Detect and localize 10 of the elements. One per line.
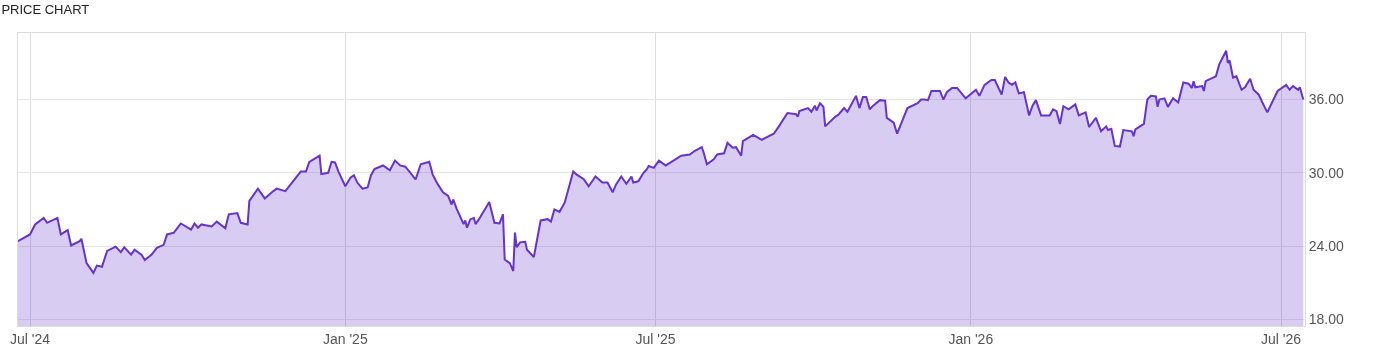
chart-title: PRICE CHART: [1, 2, 90, 18]
x-tick-label: Jul '25: [635, 330, 676, 347]
y-tick-label: 18.00: [1308, 311, 1345, 328]
x-tick-label: Jul '24: [9, 330, 51, 347]
y-tick-label: 24.00: [1308, 237, 1345, 254]
y-tick-label: 30.00: [1308, 164, 1345, 181]
x-tick-label: Jul '26: [1260, 330, 1302, 347]
y-tick-label: 36.00: [1308, 91, 1345, 108]
x-tick-label: Jan '26: [948, 330, 994, 347]
x-tick-label: Jan '25: [322, 330, 368, 347]
